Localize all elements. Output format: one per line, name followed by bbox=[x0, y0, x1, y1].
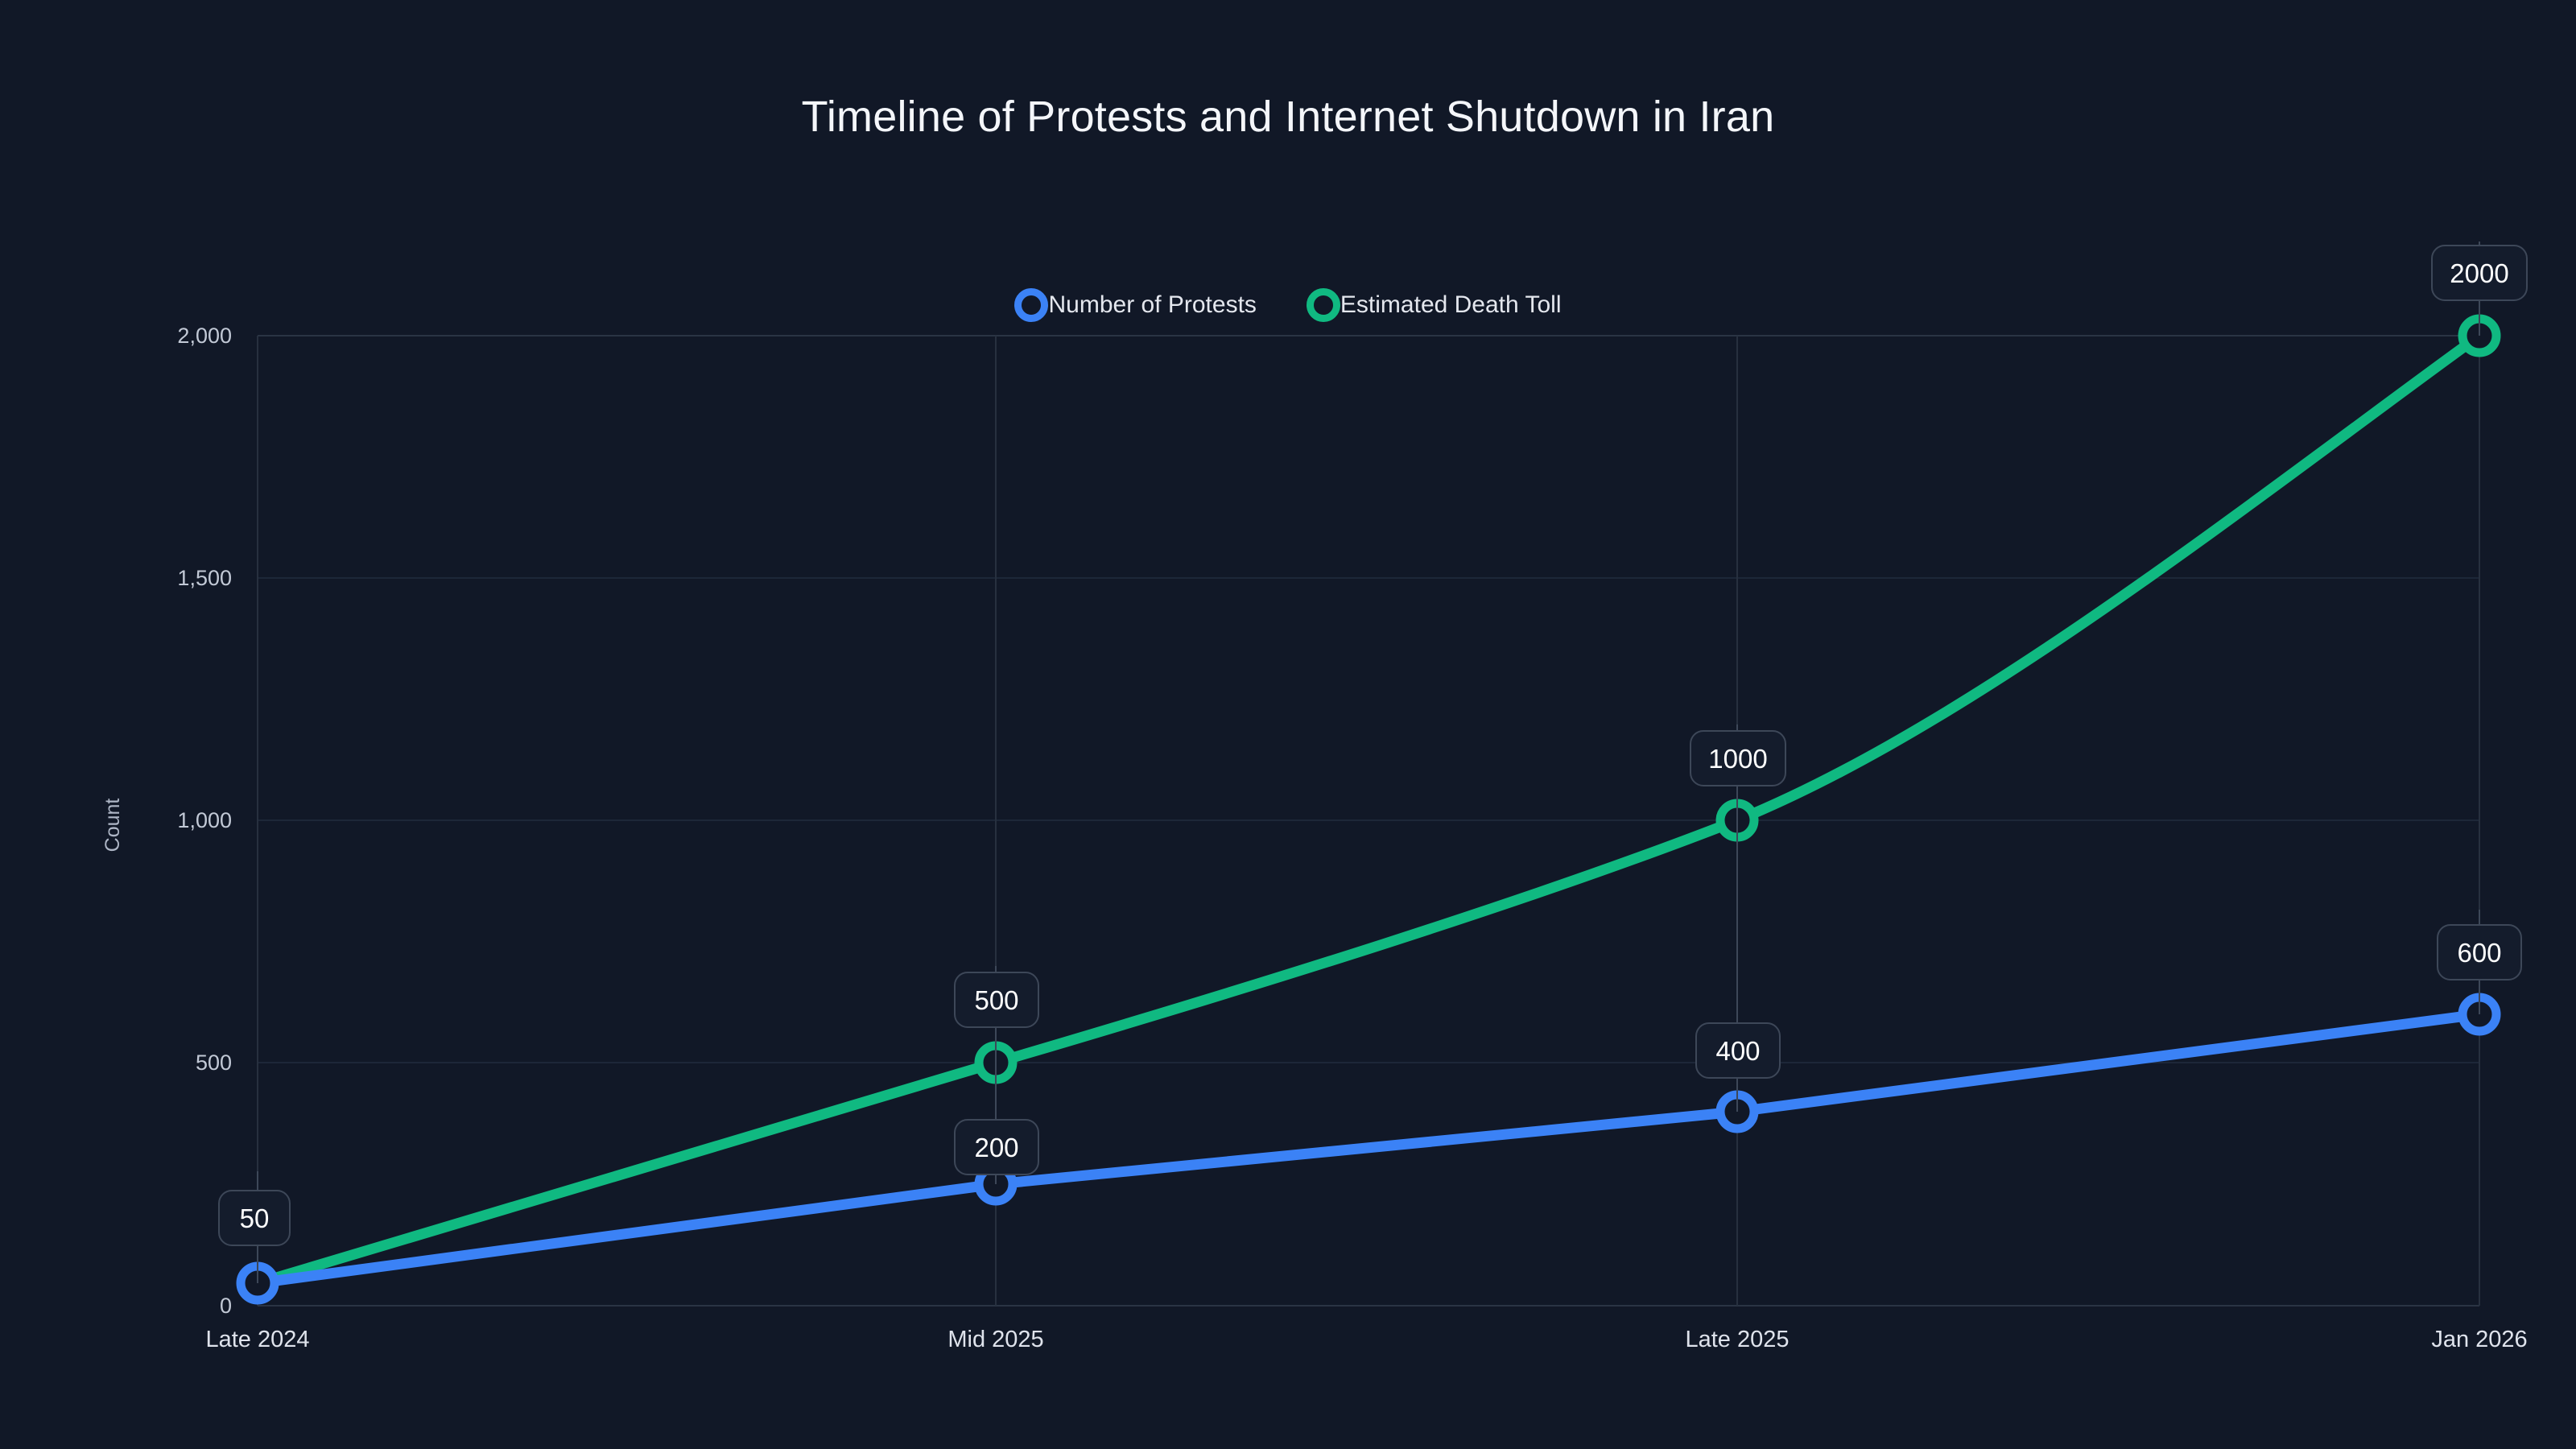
x-axis-tick-labels: Late 2024 Mid 2025 Late 2025 Jan 2026 bbox=[205, 1327, 2527, 1352]
data-label-box bbox=[2431, 245, 2528, 301]
data-label-death-toll-late-2025[interactable]: 1000 bbox=[1690, 730, 1786, 786]
y-tick-label: 0 bbox=[220, 1294, 232, 1318]
data-label-protests-mid-2025[interactable]: 200 bbox=[954, 1119, 1039, 1175]
data-label-value: 500 bbox=[974, 985, 1018, 1015]
data-label-death-toll-jan-2026[interactable]: 2000 bbox=[2431, 245, 2528, 301]
x-tick-label: Late 2024 bbox=[205, 1327, 309, 1352]
legend-item-death-toll[interactable]: Estimated Death Toll bbox=[1306, 288, 1562, 322]
y-tick-label: 1,000 bbox=[177, 808, 232, 832]
data-label-value: 2000 bbox=[2450, 258, 2508, 288]
y-gridlines bbox=[258, 335, 2479, 1307]
data-label-value: 1000 bbox=[1708, 744, 1767, 774]
legend-marker-circle-icon bbox=[1306, 288, 1340, 322]
legend-item-protests[interactable]: Number of Protests bbox=[1014, 288, 1257, 322]
data-label-box bbox=[954, 972, 1039, 1028]
chart-legend: Number of Protests Estimated Death Toll bbox=[0, 288, 2576, 322]
y-tick-label: 1,500 bbox=[177, 566, 232, 590]
series-line-death-toll bbox=[252, 330, 2485, 1289]
datalabel-connectors bbox=[257, 242, 2480, 1283]
data-label-protests-late-2024[interactable]: 50 bbox=[218, 1190, 291, 1246]
data-label-box bbox=[218, 1190, 291, 1246]
x-tick-label: Jan 2026 bbox=[2431, 1327, 2527, 1352]
data-label-death-toll-mid-2025[interactable]: 500 bbox=[954, 972, 1039, 1028]
legend-label-protests: Number of Protests bbox=[1048, 291, 1257, 318]
y-tick-label: 2,000 bbox=[177, 324, 232, 348]
y-axis-tick-labels: 2,000 1,500 1,000 500 0 bbox=[177, 324, 232, 1318]
x-tick-label: Mid 2025 bbox=[947, 1327, 1043, 1352]
y-tick-label: 500 bbox=[196, 1051, 232, 1075]
chart-title: Timeline of Protests and Internet Shutdo… bbox=[801, 93, 1775, 141]
data-label-value: 600 bbox=[2457, 938, 2501, 968]
y-axis-title: Count bbox=[101, 799, 124, 852]
data-label-box bbox=[2437, 924, 2522, 980]
data-label-box bbox=[954, 1119, 1039, 1175]
data-label-protests-late-2025[interactable]: 400 bbox=[1695, 1022, 1781, 1079]
series-line-protests bbox=[252, 1009, 2485, 1289]
data-label-box bbox=[1695, 1022, 1781, 1079]
data-label-value: 50 bbox=[240, 1203, 270, 1233]
legend-marker-circle-icon bbox=[1014, 288, 1049, 322]
data-label-value: 400 bbox=[1715, 1036, 1760, 1066]
data-label-protests-jan-2026[interactable]: 600 bbox=[2437, 924, 2522, 980]
legend-label-death-toll: Estimated Death Toll bbox=[1340, 291, 1562, 318]
x-gridlines bbox=[257, 336, 2480, 1306]
data-label-value: 200 bbox=[974, 1133, 1018, 1162]
x-tick-label: Late 2025 bbox=[1685, 1327, 1789, 1352]
data-label-box bbox=[1690, 730, 1786, 786]
